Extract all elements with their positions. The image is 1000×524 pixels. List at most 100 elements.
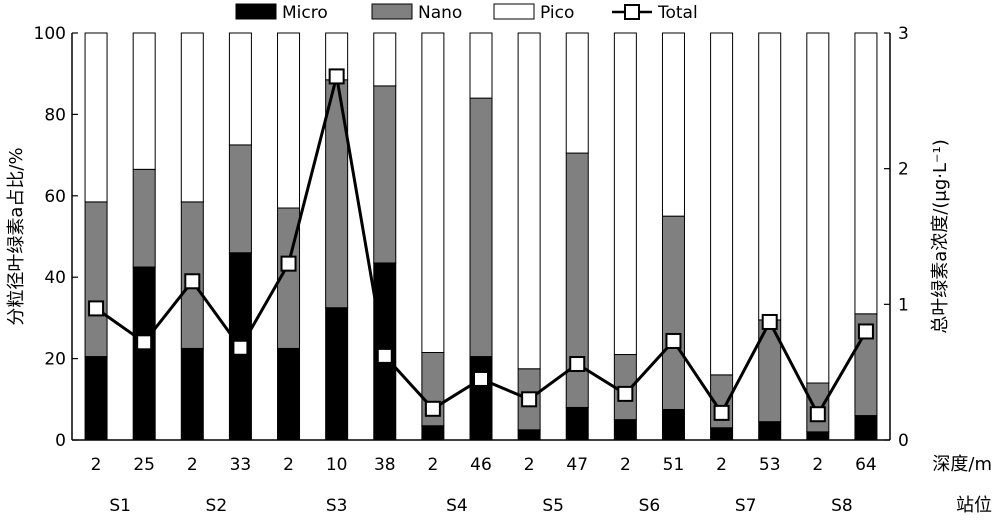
x-tick-label-15: 2 — [812, 455, 823, 475]
x-tick-label-14: 53 — [759, 455, 781, 475]
total-point-6 — [376, 347, 393, 364]
bar-nano-6 — [373, 85, 397, 264]
bar-pico-1 — [132, 32, 156, 170]
y-left-tick-label-0: 0 — [55, 431, 66, 451]
total-point-9 — [521, 391, 538, 408]
total-point-7 — [424, 400, 441, 417]
bar-micro-0 — [84, 356, 108, 441]
x-tick-label-10: 47 — [566, 455, 588, 475]
x-axis-title: 深度/m — [932, 454, 992, 475]
x-tick-label-12: 51 — [663, 455, 685, 475]
group-axis-title: 站位 — [956, 495, 992, 516]
group-label-3: S4 — [446, 496, 468, 516]
x-tick-label-13: 2 — [716, 455, 727, 475]
bar-pico-6 — [373, 32, 397, 87]
bar-pico-8 — [469, 32, 493, 99]
bar-pico-9 — [517, 32, 541, 370]
total-point-12 — [665, 332, 682, 349]
bar-pico-3 — [228, 32, 252, 146]
total-point-3 — [232, 339, 249, 356]
total-point-10 — [569, 356, 586, 373]
x-tick-label-8: 46 — [470, 455, 492, 475]
bar-micro-9 — [517, 429, 541, 441]
y-right-tick-label-1: 1 — [898, 295, 909, 315]
bar-pico-11 — [613, 32, 637, 356]
bar-micro-14 — [758, 421, 782, 441]
bar-micro-12 — [661, 408, 685, 441]
x-tick-label-5: 10 — [326, 455, 348, 475]
bar-micro-1 — [132, 266, 156, 441]
total-point-2 — [184, 273, 201, 290]
bar-pico-13 — [710, 32, 734, 376]
bar-nano-0 — [84, 201, 108, 358]
x-tick-label-0: 2 — [91, 455, 102, 475]
total-point-5 — [328, 68, 345, 85]
bar-pico-10 — [565, 32, 589, 154]
group-label-2: S3 — [326, 496, 348, 516]
bar-pico-12 — [661, 32, 685, 217]
bar-pico-14 — [758, 32, 782, 321]
bar-nano-8 — [469, 97, 493, 358]
legend-label-micro: Micro — [282, 3, 328, 23]
group-label-0: S1 — [109, 496, 131, 516]
legend-label-nano: Nano — [418, 3, 462, 23]
legend-label-pico: Pico — [540, 3, 574, 23]
axes-layer: 0 20 40 60 80 100 0 1 2 3 2 25 2 33 2 10 38 2 46 2 47 2 51 2 53 2… — [6, 24, 992, 516]
total-point-0 — [88, 300, 105, 317]
bar-pico-16 — [854, 32, 878, 315]
y-right-tick-label-2: 2 — [898, 160, 909, 180]
legend-label-total: Total — [657, 3, 698, 23]
bar-micro-10 — [565, 406, 589, 441]
x-tick-label-4: 2 — [283, 455, 294, 475]
bar-micro-13 — [710, 427, 734, 441]
legend: Micro Nano Pico Total — [235, 3, 698, 23]
x-tick-label-9: 2 — [524, 455, 535, 475]
legend-marker-total — [624, 4, 640, 20]
group-label-5: S6 — [639, 496, 661, 516]
bar-micro-7 — [421, 425, 445, 441]
group-label-4: S5 — [542, 496, 564, 516]
bar-pico-7 — [421, 32, 445, 353]
bar-micro-8 — [469, 356, 493, 441]
total-line-layer — [88, 68, 874, 423]
x-tick-label-1: 25 — [133, 455, 155, 475]
total-point-8 — [473, 370, 489, 387]
bar-micro-15 — [806, 431, 830, 441]
bar-nano-3 — [228, 144, 252, 254]
x-tick-label-2: 2 — [187, 455, 198, 475]
bars-layer — [84, 32, 878, 441]
total-point-14 — [761, 313, 778, 330]
bar-pico-0 — [84, 32, 108, 203]
bar-micro-4 — [277, 347, 301, 441]
group-label-7: S8 — [831, 496, 853, 516]
y-left-tick-label-4: 80 — [44, 105, 66, 125]
bar-micro-11 — [613, 419, 637, 441]
x-tick-label-16: 64 — [855, 455, 877, 475]
bar-micro-16 — [854, 415, 878, 441]
total-point-4 — [280, 255, 297, 272]
total-point-1 — [136, 334, 153, 351]
x-tick-label-3: 33 — [230, 455, 252, 475]
y-left-axis-title: 分粒径叶绿素a占比/% — [6, 147, 27, 325]
x-tick-label-7: 2 — [427, 455, 438, 475]
bar-nano-12 — [661, 215, 685, 410]
legend-swatch-nano — [371, 3, 413, 20]
y-right-tick-label-3: 3 — [898, 24, 909, 44]
bar-pico-15 — [806, 32, 830, 384]
bar-pico-4 — [277, 32, 301, 209]
y-right-axis-title: 总叶绿素a浓度/(μg·L⁻¹) — [930, 139, 951, 333]
total-point-11 — [617, 385, 634, 402]
legend-swatch-pico — [493, 3, 535, 20]
bar-nano-1 — [132, 168, 156, 268]
total-point-15 — [809, 406, 826, 423]
y-right-tick-label-0: 0 — [898, 431, 909, 451]
bar-micro-5 — [325, 307, 349, 441]
group-label-6: S7 — [735, 496, 757, 516]
bar-pico-2 — [180, 32, 204, 203]
legend-swatch-micro — [235, 3, 277, 20]
total-point-13 — [713, 404, 730, 421]
group-label-1: S2 — [206, 496, 228, 516]
bar-micro-2 — [180, 347, 204, 441]
